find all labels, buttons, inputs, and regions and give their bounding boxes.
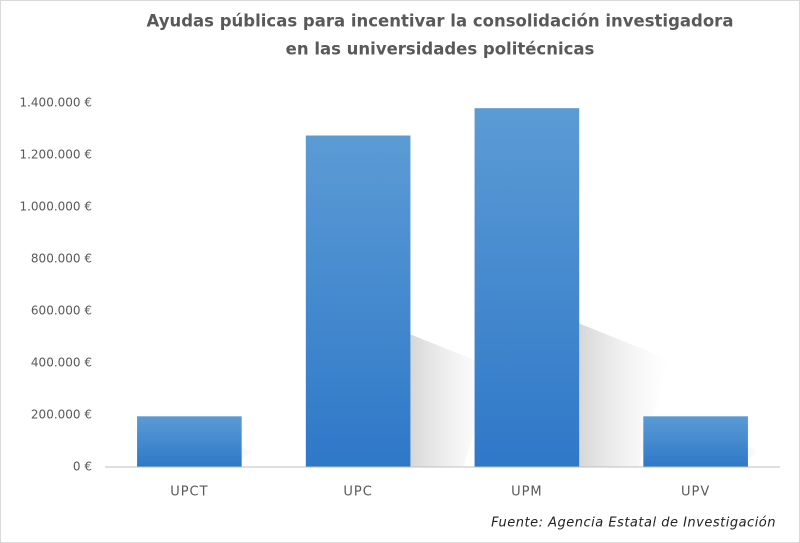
chart-title: Ayudas públicas para incentivar la conso… — [147, 12, 734, 31]
source-note: Fuente: Agencia Estatal de Investigación — [491, 516, 776, 531]
chart-title: en las universidades politécnicas — [286, 40, 595, 59]
bar-shadow — [410, 334, 494, 467]
x-tick-label: UPCT — [170, 485, 208, 500]
y-tick-label: 1.000.000 € — [19, 200, 92, 214]
bar — [474, 108, 580, 467]
bar-shadow — [224, 446, 255, 467]
y-tick-label: 1.200.000 € — [19, 148, 92, 162]
bar — [137, 416, 242, 467]
y-tick-label: 1.400.000 € — [19, 96, 92, 110]
y-tick-label: 200.000 € — [31, 408, 92, 422]
bar-shadow — [730, 446, 761, 467]
x-tick-label: UPV — [681, 485, 710, 500]
bar — [305, 135, 411, 467]
y-tick-label: 0 € — [73, 460, 92, 474]
x-tick-label: UPC — [343, 485, 372, 500]
bar — [643, 416, 748, 467]
y-tick-label: 400.000 € — [31, 356, 92, 370]
y-tick-label: 800.000 € — [31, 252, 92, 266]
y-tick-label: 600.000 € — [31, 304, 92, 318]
x-tick-label: UPM — [511, 485, 543, 500]
